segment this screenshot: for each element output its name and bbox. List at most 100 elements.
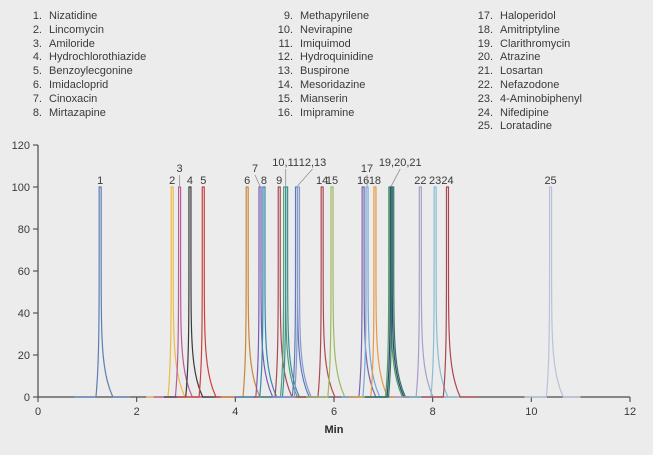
legend-item-number: 11. (278, 37, 293, 50)
legend-item-number: 3. (32, 37, 42, 50)
legend-item: 24. Nifedipine (471, 107, 582, 121)
legend-item: 23. 4-Aminobiphenyl (471, 93, 582, 107)
legend-item-name: Nizatidine (49, 10, 98, 22)
peak-trace-4 (163, 186, 220, 398)
peak-trace-10-11 (258, 186, 315, 398)
legend-item-number: 6. (32, 78, 42, 91)
peak-trace-7 (234, 186, 290, 398)
peak-trace-18 (348, 186, 405, 398)
peak-trace-19-20-21 (366, 186, 423, 398)
legend-item-number: 8. (32, 106, 42, 119)
peak-label-22: 22 (414, 175, 426, 187)
peak-label-24: 24 (441, 175, 453, 187)
legend-column-1: 1. Nizatidine 2. Lincomycin 3. Amiloride 4. Hyd… (28, 10, 146, 120)
legend-item-name: Imidacloprid (49, 78, 109, 91)
legend-item: 1. Nizatidine (28, 10, 146, 24)
legend-item: 9. Methapyrilene (271, 10, 373, 24)
peak-trace-12-13 (270, 186, 327, 398)
legend-item: 12. Hydroquinidine (271, 51, 374, 65)
legend-item-name: Buspirone (300, 65, 350, 78)
peak-label-17: 17 (361, 163, 373, 175)
legend-item-number: 19. (477, 37, 493, 50)
y-tick-label: 100 (12, 182, 30, 194)
peak-trace-15 (306, 186, 362, 398)
legend-item-number: 25. (477, 120, 493, 133)
legend-item-number: 16. (277, 106, 293, 119)
x-tick-label: 8 (430, 406, 436, 418)
legend-item-name: Imiquimod (300, 37, 351, 50)
legend-item-name: Benzoylecgonine (49, 65, 133, 78)
y-tick-label: 120 (12, 140, 30, 152)
legend-item: 6. Imidacloprid (28, 79, 146, 93)
peak-label-8: 8 (261, 175, 267, 187)
legend-item-number: 4. (32, 51, 42, 64)
y-tick-label: 20 (18, 350, 30, 362)
legend-item-number: 2. (32, 23, 42, 36)
peak-trace-10-11 (260, 186, 317, 398)
legend-item-name: Amitriptyline (500, 23, 560, 36)
peak-trace-6 (221, 186, 278, 398)
legend-item: 8. Mirtazapine (28, 107, 146, 121)
peak-label-12-13: 12,13 (299, 157, 327, 169)
legend-item: 15. Mianserin (271, 93, 373, 107)
legend-item-name: Haloperidol (500, 10, 556, 22)
peak-trace-9 (253, 186, 310, 398)
peak-label-14: 14 (316, 175, 328, 187)
legend-item: 25. Loratadine (471, 120, 582, 134)
legend-item-number: 22. (477, 78, 493, 91)
peak-trace-12-13 (272, 186, 329, 398)
x-axis-label: Min (325, 424, 344, 436)
legend-item: 14. Mesoridazine (271, 79, 373, 93)
y-tick-label: 60 (18, 266, 30, 278)
legend-item: 19. Clarithromycin (471, 38, 582, 52)
legend-item: 13. Buspirone (271, 65, 373, 79)
legend-item: 3. Amiloride (28, 38, 146, 52)
legend-column-3: 17. Haloperidol 18. Amitriptyline 19. Clarith… (471, 10, 582, 134)
peak-label-leader (390, 168, 401, 187)
legend-item-name: Mesoridazine (300, 78, 366, 91)
peak-label-18: 18 (369, 175, 381, 187)
legend-item-name: Clarithromycin (500, 37, 571, 50)
peak-label-10-11: 10,11 (272, 157, 299, 169)
x-tick-label: 4 (232, 406, 238, 418)
legend-item-number: 20. (477, 51, 493, 64)
legend-item-number: 13. (277, 65, 293, 78)
legend-item-number: 9. (283, 10, 293, 22)
y-tick-label: 40 (18, 308, 30, 320)
legend-item-name: Nifedipine (500, 106, 549, 119)
peak-label-15: 15 (326, 175, 338, 187)
legend-item-number: 15. (277, 92, 293, 105)
peak-label-9: 9 (276, 175, 282, 187)
legend-item-number: 7. (32, 92, 42, 105)
peak-trace-17 (341, 186, 398, 398)
peak-trace-14 (296, 186, 353, 398)
peak-trace-8 (237, 186, 294, 398)
peak-label-leader (254, 174, 261, 187)
peak-label-23: 23 (429, 175, 441, 187)
peak-trace-23 (409, 186, 466, 398)
legend-item: 11. Imiquimod (271, 38, 373, 52)
x-tick-label: 12 (624, 406, 636, 418)
peak-trace-1 (74, 186, 131, 398)
x-tick-label: 6 (331, 406, 337, 418)
peak-label-3: 3 (177, 163, 183, 175)
peak-label-25: 25 (544, 175, 556, 187)
legend-item-number: 14. (277, 78, 293, 91)
peak-trace-2 (146, 186, 203, 398)
legend-item-name: Nevirapine (300, 23, 353, 36)
peak-label-6: 6 (244, 175, 250, 187)
legend-item: 20. Atrazine (471, 51, 582, 65)
peak-trace-25 (524, 186, 581, 398)
legend-item-name: Hydroquinidine (300, 51, 374, 64)
legend-item: 21. Losartan (471, 65, 582, 79)
legend-item: 4. Hydrochlorothiazide (28, 51, 146, 65)
legend-item-number: 12. (277, 51, 293, 64)
legend-item-name: Lincomycin (49, 23, 105, 36)
legend-item-name: Cinoxacin (49, 92, 98, 105)
legend-item: 22. Nefazodone (471, 79, 582, 93)
legend-item-name: Atrazine (500, 51, 541, 64)
legend-item-name: Hydrochlorothiazide (49, 51, 147, 64)
peak-trace-22 (394, 186, 451, 398)
